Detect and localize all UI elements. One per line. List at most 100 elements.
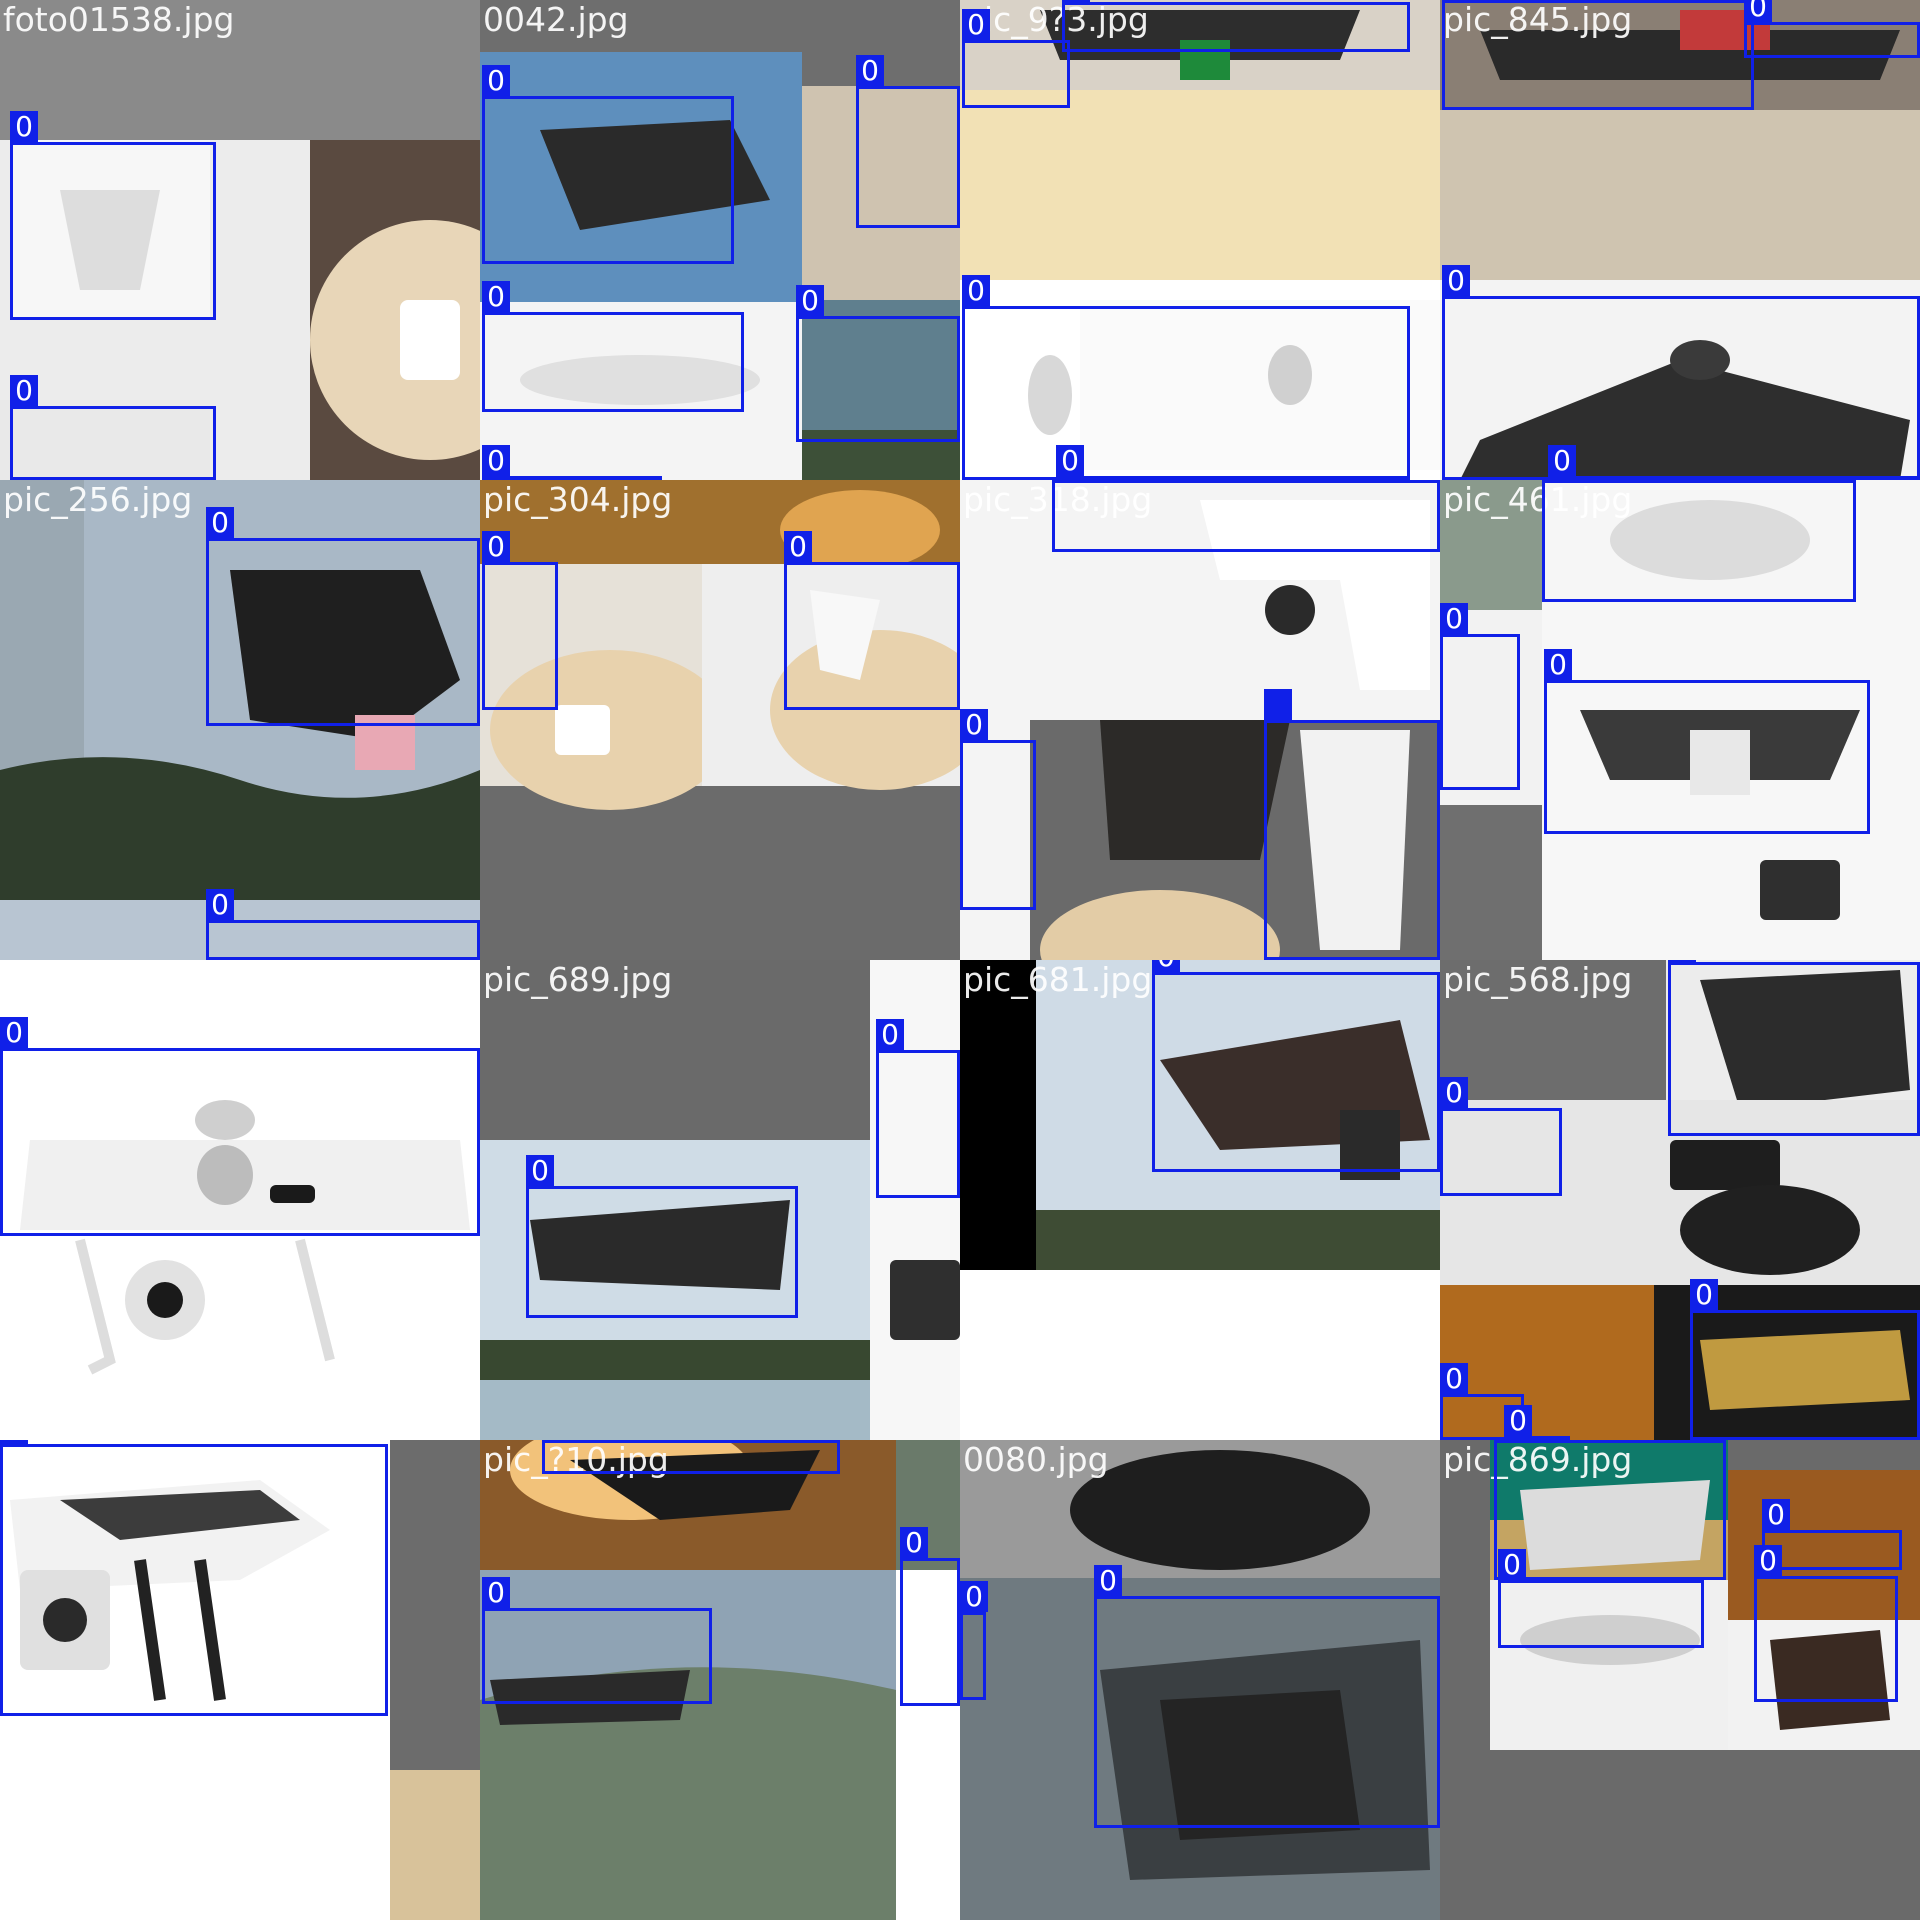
mosaic-tile: pic_071.jpg 0 bbox=[0, 960, 480, 1440]
class-label: 0 bbox=[482, 531, 510, 562]
detection-box: 0 bbox=[206, 507, 480, 726]
detection-box: 0 bbox=[0, 1440, 388, 1716]
class-label: 0 bbox=[206, 507, 234, 538]
detection-box bbox=[1264, 689, 1440, 960]
class-label: 0 bbox=[1056, 445, 1084, 476]
mosaic-tile: 0042.jpg 0 0 0 0 0 bbox=[480, 0, 960, 480]
detection-box: 0 bbox=[1062, 0, 1410, 52]
drone-photo bbox=[1440, 960, 1920, 1440]
detection-box: 0 bbox=[856, 55, 960, 228]
class-label: 0 bbox=[900, 1527, 928, 1558]
drone-photo bbox=[960, 960, 1440, 1440]
drone-photo bbox=[960, 1440, 1440, 1920]
detection-box: 0 bbox=[1762, 1499, 1902, 1570]
mosaic-tile: pic_?10.jpg 0 0 0 bbox=[480, 1440, 960, 1920]
drone-photo bbox=[1440, 1440, 1920, 1920]
detection-box: 0 bbox=[1542, 480, 1856, 602]
class-label: 0 bbox=[482, 65, 510, 96]
detection-box: 0 bbox=[482, 281, 744, 412]
detection-box: 0 bbox=[962, 275, 1410, 480]
detection-box: 0 bbox=[1668, 960, 1920, 1136]
class-label: 0 bbox=[1544, 649, 1572, 680]
class-label bbox=[1264, 689, 1292, 720]
class-label: 0 bbox=[960, 709, 988, 740]
class-label: 0 bbox=[10, 375, 38, 406]
class-label: 0 bbox=[1440, 603, 1468, 634]
drone-photo bbox=[0, 1440, 480, 1920]
detection-box: 0 bbox=[960, 1581, 988, 1700]
class-label: 0 bbox=[0, 1017, 28, 1048]
detection-box: 0 bbox=[482, 65, 734, 264]
mosaic-tile: pic_681.jpg 0 bbox=[960, 960, 1440, 1440]
mosaic-tile: pic_304.jpg 0 0 bbox=[480, 480, 960, 960]
drone-photo bbox=[480, 480, 960, 960]
detection-box: 0 bbox=[962, 9, 1070, 108]
drone-photo bbox=[0, 480, 480, 960]
detection-box: 0 bbox=[784, 531, 960, 710]
drone-photo bbox=[480, 0, 960, 480]
class-label: 0 bbox=[1440, 1363, 1468, 1394]
mosaic-tile: foto01538.jpg 0 0 bbox=[0, 0, 480, 480]
detection-box: 0 bbox=[1744, 0, 1920, 58]
drone-photo bbox=[0, 960, 480, 1440]
class-label: 0 bbox=[10, 111, 38, 142]
detection-box: 0 bbox=[1754, 1545, 1898, 1702]
class-label: 0 bbox=[1668, 960, 1696, 962]
detection-box: 0 bbox=[482, 1577, 712, 1704]
class-label: 0 bbox=[1440, 1077, 1468, 1108]
class-label: 0 bbox=[796, 285, 824, 316]
detection-box: 0 bbox=[1494, 1440, 1726, 1580]
class-label: 0 bbox=[1062, 0, 1090, 2]
drone-photo bbox=[0, 0, 480, 480]
detection-box: 0 bbox=[900, 1527, 960, 1706]
class-label: 0 bbox=[482, 281, 510, 312]
detection-box: 0 bbox=[1544, 649, 1870, 834]
detection-box: 0 bbox=[1440, 1077, 1562, 1196]
class-label: 0 bbox=[1690, 1279, 1718, 1310]
detection-box: 0 bbox=[1690, 1279, 1920, 1440]
detection-box: 0 bbox=[796, 285, 960, 442]
class-label: 0 bbox=[1744, 0, 1772, 22]
class-label: 0 bbox=[0, 1440, 28, 1444]
detection-box: 0 bbox=[1094, 1565, 1440, 1828]
class-label: 0 bbox=[206, 889, 234, 920]
class-label: 0 bbox=[1498, 1549, 1526, 1580]
drone-photo bbox=[1440, 480, 1920, 960]
detection-box: 0 bbox=[1152, 960, 1440, 1172]
drone-photo bbox=[480, 1440, 960, 1920]
drone-photo bbox=[960, 0, 1440, 480]
detection-box: 0 bbox=[10, 375, 216, 480]
detection-box: 0 bbox=[960, 709, 1036, 910]
class-label: 0 bbox=[1094, 1565, 1122, 1596]
class-label: 0 bbox=[856, 55, 884, 86]
class-label: 0 bbox=[482, 1577, 510, 1608]
class-label: 0 bbox=[960, 1581, 988, 1612]
detection-box: 0 bbox=[1504, 1405, 1570, 1440]
class-label: 0 bbox=[1152, 960, 1180, 972]
detection-box: 0 bbox=[1548, 445, 1920, 480]
mosaic-tile: pic_234.jpg 0 bbox=[0, 1440, 480, 1920]
class-label: 0 bbox=[1754, 1545, 1782, 1576]
mosaic-tile: pic_461.jpg 0 0 0 bbox=[1440, 480, 1920, 960]
mosaic-tile: pic_689.jpg 0 0 bbox=[480, 960, 960, 1440]
class-label: 0 bbox=[1442, 265, 1470, 296]
detection-box: 0 bbox=[1440, 603, 1520, 790]
mosaic-tile: pic_256.jpg 0 0 bbox=[0, 480, 480, 960]
class-label: 0 bbox=[784, 531, 812, 562]
detection-box: 0 bbox=[206, 889, 480, 960]
detection-box: 0 bbox=[542, 1440, 840, 1474]
class-label: 0 bbox=[482, 445, 510, 476]
mosaic-tile: pic_845.jpg 0 0 0 0 bbox=[1440, 0, 1920, 480]
detection-box: 0 bbox=[1052, 480, 1440, 552]
class-label: 0 bbox=[1762, 1499, 1790, 1530]
detection-box: 0 bbox=[1498, 1549, 1704, 1648]
detection-box: 0 bbox=[1442, 0, 1754, 110]
mosaic-tile: pic_9?3.jpg 0 0 0 0 bbox=[960, 0, 1440, 480]
detection-box: 0 bbox=[482, 531, 558, 710]
class-label: 0 bbox=[962, 9, 990, 40]
detection-box: 0 bbox=[0, 1017, 480, 1236]
detection-box: 0 bbox=[526, 1155, 798, 1318]
class-label: 0 bbox=[1548, 445, 1576, 476]
detection-box: 0 bbox=[10, 111, 216, 320]
